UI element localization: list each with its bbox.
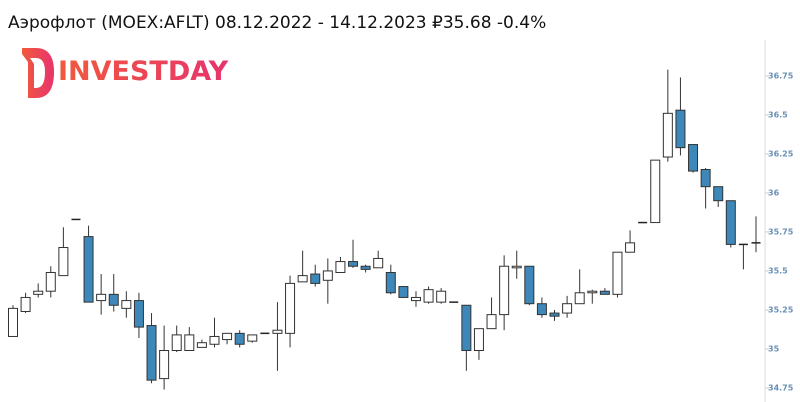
candle-body bbox=[121, 300, 132, 309]
candle-body bbox=[398, 286, 409, 298]
y-tick-label: 36.25 bbox=[768, 149, 794, 158]
candle-body bbox=[688, 144, 699, 172]
candle-body bbox=[410, 296, 421, 302]
chart-title: Аэрофлот (MOEX:AFLT) 08.12.2022 - 14.12.… bbox=[8, 13, 546, 33]
candle-body bbox=[247, 334, 258, 342]
y-tick-label: 36.5 bbox=[768, 110, 788, 119]
candle-body bbox=[524, 265, 535, 305]
candle-body bbox=[222, 332, 233, 341]
candle-body bbox=[234, 332, 245, 345]
candle-body bbox=[486, 314, 497, 330]
candle-body bbox=[725, 200, 736, 245]
candle-body bbox=[700, 169, 711, 188]
candle-body bbox=[348, 261, 359, 267]
logo: INVESTDAY bbox=[22, 48, 229, 98]
candle-body bbox=[612, 251, 623, 295]
candle-body bbox=[536, 303, 547, 316]
candle-body bbox=[171, 334, 182, 352]
candle-body bbox=[108, 293, 119, 306]
candle-body bbox=[196, 342, 207, 348]
candle-body bbox=[209, 335, 220, 345]
candle-body bbox=[20, 296, 31, 313]
candle-body bbox=[436, 290, 447, 303]
candle-body bbox=[473, 328, 484, 352]
candle-body bbox=[8, 307, 18, 337]
candle-body bbox=[33, 290, 44, 295]
candle-body bbox=[146, 325, 157, 381]
candle-body bbox=[310, 273, 321, 284]
y-tick-label: 36.75 bbox=[768, 71, 794, 80]
candle-body bbox=[83, 236, 94, 303]
candle-body bbox=[662, 112, 673, 158]
candle-body bbox=[511, 265, 522, 269]
candle-body bbox=[297, 275, 308, 283]
candle-body bbox=[562, 303, 573, 314]
candle-body bbox=[650, 159, 661, 224]
logo-text: INVESTDAY bbox=[58, 56, 229, 87]
logo-icon-inner bbox=[30, 58, 45, 88]
candle-body bbox=[373, 257, 384, 269]
candle-body bbox=[45, 271, 56, 292]
y-tick-label: 35 bbox=[768, 344, 780, 353]
candle-body bbox=[322, 270, 333, 281]
candle-body bbox=[272, 329, 283, 334]
y-tick-label: 35.75 bbox=[768, 227, 794, 236]
candle-body bbox=[285, 282, 296, 334]
candle-body bbox=[499, 265, 510, 316]
candle-body bbox=[587, 290, 598, 294]
candle-body bbox=[335, 261, 346, 273]
candle-body bbox=[423, 289, 434, 303]
candle-body bbox=[133, 300, 144, 328]
y-tick-label: 35.5 bbox=[768, 266, 788, 275]
y-tick-label: 35.25 bbox=[768, 305, 794, 314]
candle-body bbox=[385, 271, 396, 294]
candle-body bbox=[159, 350, 170, 380]
candle-body bbox=[713, 186, 724, 202]
candle-body bbox=[58, 247, 69, 277]
candle-body bbox=[574, 292, 585, 305]
candle-body bbox=[461, 304, 472, 352]
candle-body bbox=[625, 242, 636, 253]
candle-body bbox=[96, 293, 107, 302]
y-tick-label: 34.75 bbox=[768, 383, 794, 392]
candle-body bbox=[184, 334, 195, 352]
candle-body bbox=[599, 290, 610, 295]
y-tick-label: 36 bbox=[768, 188, 780, 197]
candle-body bbox=[549, 312, 560, 317]
candle-body bbox=[360, 265, 371, 270]
candle-body bbox=[675, 109, 686, 149]
